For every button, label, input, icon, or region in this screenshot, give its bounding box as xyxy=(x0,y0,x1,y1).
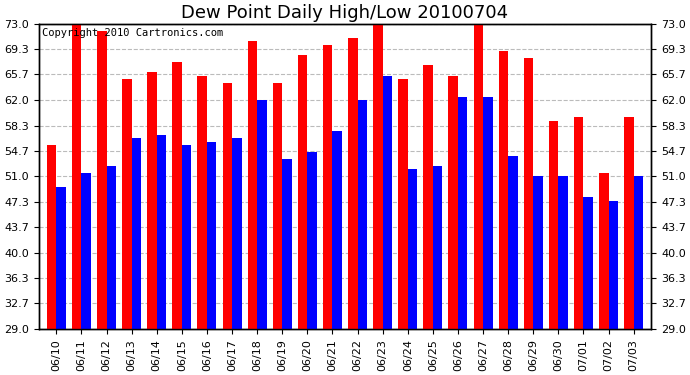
Bar xyxy=(333,131,342,329)
Bar xyxy=(307,152,317,329)
Bar xyxy=(458,97,468,329)
Bar xyxy=(97,31,106,329)
Bar xyxy=(323,45,333,329)
Title: Dew Point Daily High/Low 20100704: Dew Point Daily High/Low 20100704 xyxy=(181,4,509,22)
Bar xyxy=(273,83,282,329)
Bar xyxy=(609,201,618,329)
Bar xyxy=(172,62,182,329)
Bar xyxy=(222,83,232,329)
Bar xyxy=(549,121,558,329)
Bar xyxy=(157,135,166,329)
Bar xyxy=(599,173,609,329)
Bar xyxy=(633,176,643,329)
Bar xyxy=(348,38,357,329)
Bar xyxy=(207,142,217,329)
Bar xyxy=(499,51,508,329)
Bar xyxy=(433,166,442,329)
Bar xyxy=(483,97,493,329)
Bar xyxy=(398,79,408,329)
Bar xyxy=(524,58,533,329)
Bar xyxy=(473,17,483,329)
Bar xyxy=(47,145,57,329)
Bar xyxy=(197,76,207,329)
Bar xyxy=(408,170,417,329)
Bar xyxy=(182,145,191,329)
Bar xyxy=(357,100,367,329)
Bar xyxy=(584,197,593,329)
Bar xyxy=(574,117,584,329)
Bar xyxy=(624,117,633,329)
Bar xyxy=(132,138,141,329)
Bar xyxy=(282,159,292,329)
Bar xyxy=(533,176,543,329)
Bar xyxy=(298,55,307,329)
Bar xyxy=(106,166,116,329)
Bar xyxy=(257,100,266,329)
Bar xyxy=(383,76,392,329)
Text: Copyright 2010 Cartronics.com: Copyright 2010 Cartronics.com xyxy=(42,28,223,38)
Bar xyxy=(248,41,257,329)
Bar xyxy=(373,20,383,329)
Bar xyxy=(72,24,81,329)
Bar xyxy=(57,187,66,329)
Bar xyxy=(122,79,132,329)
Bar xyxy=(147,72,157,329)
Bar xyxy=(424,65,433,329)
Bar xyxy=(558,176,568,329)
Bar xyxy=(232,138,241,329)
Bar xyxy=(508,156,518,329)
Bar xyxy=(448,76,458,329)
Bar xyxy=(81,173,91,329)
